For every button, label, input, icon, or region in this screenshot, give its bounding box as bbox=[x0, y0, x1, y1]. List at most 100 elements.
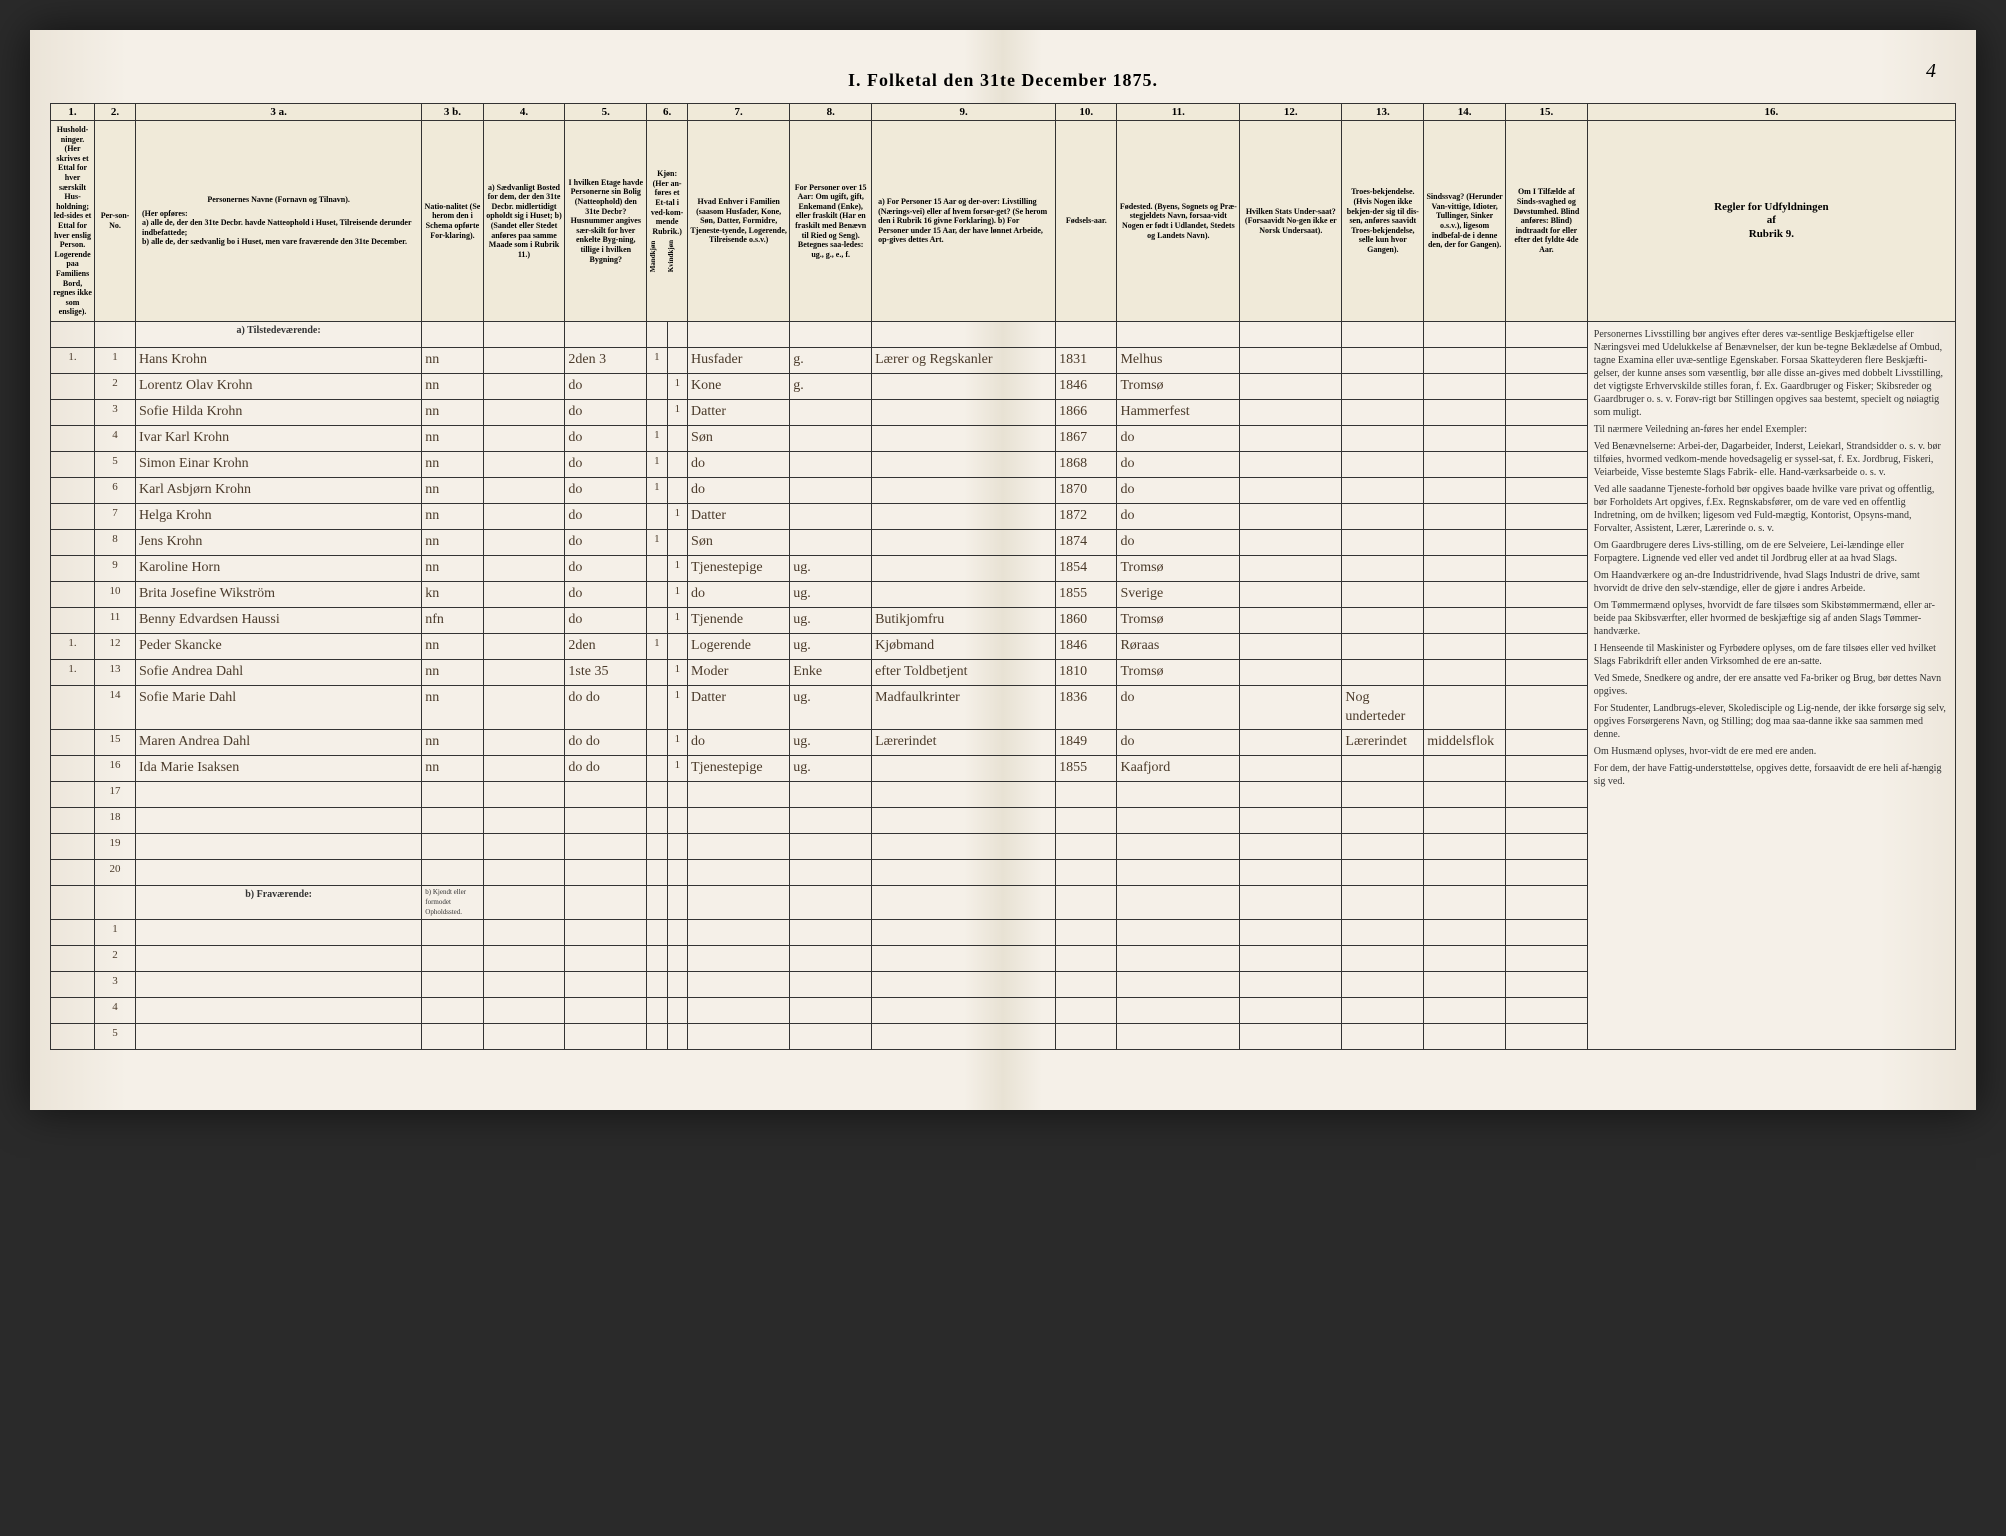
cell bbox=[51, 503, 95, 529]
cell: nn bbox=[422, 555, 483, 581]
col-num: 3 b. bbox=[422, 104, 483, 121]
cell bbox=[688, 946, 790, 972]
cell: Tjenestepige bbox=[688, 555, 790, 581]
cell bbox=[688, 920, 790, 946]
cell bbox=[667, 972, 687, 998]
cell bbox=[51, 373, 95, 399]
cell bbox=[790, 834, 872, 860]
cell: 2den bbox=[565, 633, 647, 659]
cell: Butikjomfru bbox=[872, 607, 1056, 633]
cell bbox=[872, 972, 1056, 998]
cell: 1 bbox=[647, 477, 667, 503]
col-num: 5. bbox=[565, 104, 647, 121]
cell bbox=[483, 860, 565, 886]
cell bbox=[135, 808, 421, 834]
cell bbox=[1505, 972, 1587, 998]
cell: 1 bbox=[667, 503, 687, 529]
cell bbox=[51, 834, 95, 860]
header-etage: I hvilken Etage havde Personerne sin Bol… bbox=[565, 121, 647, 322]
cell bbox=[688, 860, 790, 886]
cell bbox=[872, 425, 1056, 451]
cell: nfn bbox=[422, 607, 483, 633]
cell: g. bbox=[790, 347, 872, 373]
header-nationalitet: Natio-nalitet (Se herom den i Schema opf… bbox=[422, 121, 483, 322]
cell: 9 bbox=[95, 555, 136, 581]
cell bbox=[647, 998, 667, 1024]
cell: 1831 bbox=[1056, 347, 1117, 373]
cell bbox=[647, 659, 667, 685]
cell bbox=[51, 581, 95, 607]
cell bbox=[1505, 946, 1587, 972]
cell: 12 bbox=[95, 633, 136, 659]
cell bbox=[1505, 659, 1587, 685]
cell: do bbox=[1117, 730, 1240, 756]
cell bbox=[422, 860, 483, 886]
cell bbox=[1117, 972, 1240, 998]
cell: 7 bbox=[95, 503, 136, 529]
cell: do do bbox=[565, 756, 647, 782]
cell bbox=[483, 808, 565, 834]
cell: 3 bbox=[95, 972, 136, 998]
cell: 1 bbox=[667, 555, 687, 581]
cell: 15 bbox=[95, 730, 136, 756]
cell: nn bbox=[422, 685, 483, 729]
cell bbox=[1240, 808, 1342, 834]
cell: efter Toldbetjent bbox=[872, 659, 1056, 685]
cell: do do bbox=[565, 730, 647, 756]
cell bbox=[1240, 373, 1342, 399]
cell: nn bbox=[422, 425, 483, 451]
cell bbox=[1424, 972, 1506, 998]
cell: Karl Asbjørn Krohn bbox=[135, 477, 421, 503]
cell: do bbox=[565, 451, 647, 477]
header-navne: Personernes Navne (Fornavn og Tilnavn). … bbox=[135, 121, 421, 322]
cell: Tromsø bbox=[1117, 607, 1240, 633]
cell bbox=[422, 972, 483, 998]
section-a-label: a) Tilstedeværende: Personernes Livsstil… bbox=[51, 321, 1956, 347]
cell bbox=[1505, 425, 1587, 451]
cell bbox=[1240, 529, 1342, 555]
cell: Lorentz Olav Krohn bbox=[135, 373, 421, 399]
cell: 1872 bbox=[1056, 503, 1117, 529]
header-kjon-text: Kjøn: (Her an-føres et Et-tal i ved-kom-… bbox=[649, 169, 685, 236]
cell bbox=[1117, 808, 1240, 834]
cell bbox=[1240, 451, 1342, 477]
cell: 1 bbox=[647, 529, 667, 555]
cell bbox=[688, 972, 790, 998]
cell: nn bbox=[422, 477, 483, 503]
cell: 1 bbox=[95, 920, 136, 946]
cell: 1 bbox=[647, 451, 667, 477]
cell: Sofie Andrea Dahl bbox=[135, 659, 421, 685]
cell bbox=[872, 946, 1056, 972]
cell bbox=[51, 529, 95, 555]
cell: do bbox=[688, 477, 790, 503]
col-num: 6. bbox=[647, 104, 688, 121]
cell bbox=[1424, 607, 1506, 633]
col-num: 16. bbox=[1587, 104, 1955, 121]
cell bbox=[790, 860, 872, 886]
cell bbox=[483, 946, 565, 972]
cell bbox=[647, 730, 667, 756]
cell bbox=[1056, 1024, 1117, 1050]
cell bbox=[872, 477, 1056, 503]
rules-column: Personernes Livsstilling bør angives eft… bbox=[1587, 321, 1955, 1050]
cell bbox=[872, 581, 1056, 607]
cell: do bbox=[1117, 425, 1240, 451]
cell: 1ste 35 bbox=[565, 659, 647, 685]
cell bbox=[51, 555, 95, 581]
cell bbox=[1505, 834, 1587, 860]
cell bbox=[1342, 756, 1424, 782]
cell: Tromsø bbox=[1117, 555, 1240, 581]
cell bbox=[647, 808, 667, 834]
cell bbox=[647, 834, 667, 860]
cell bbox=[790, 425, 872, 451]
cell bbox=[135, 860, 421, 886]
cell bbox=[422, 808, 483, 834]
cell: do bbox=[1117, 529, 1240, 555]
cell bbox=[1342, 373, 1424, 399]
cell bbox=[1424, 659, 1506, 685]
cell bbox=[1505, 607, 1587, 633]
cell: 19 bbox=[95, 834, 136, 860]
cell bbox=[1342, 808, 1424, 834]
col-num: 14. bbox=[1424, 104, 1506, 121]
cell bbox=[647, 920, 667, 946]
